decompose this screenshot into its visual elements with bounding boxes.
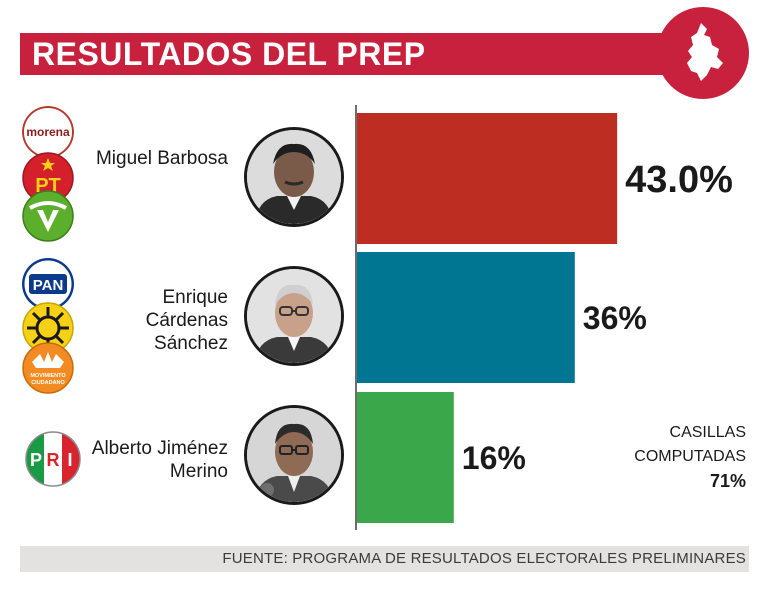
candidate-photo-barbosa bbox=[244, 127, 344, 227]
morena-logo-text: morena bbox=[26, 125, 70, 139]
movimiento-ciudadano-logo: MOVIMIENTO CIUDADANO bbox=[22, 342, 74, 394]
bar-3 bbox=[357, 392, 454, 523]
bar-value-label-3: 16% bbox=[462, 440, 526, 476]
candidate-name-cardenas: Enrique Cárdenas Sánchez bbox=[145, 287, 228, 354]
source-bar bbox=[20, 546, 749, 572]
title-bar bbox=[20, 33, 672, 75]
casillas-value: 71% bbox=[709, 471, 746, 491]
casillas-computadas: CASILLAS COMPUTADAS 71% bbox=[634, 421, 746, 493]
source-text: FUENTE: PROGRAMA DE RESULTADOS ELECTORAL… bbox=[222, 550, 746, 567]
casillas-label-2: COMPUTADAS bbox=[634, 448, 746, 465]
bar-value-label-1: 43.0% bbox=[625, 159, 733, 201]
pri-logo-text-r: R bbox=[47, 450, 60, 470]
morena-logo: morena bbox=[22, 106, 74, 158]
pri-logo: P R I bbox=[25, 431, 81, 487]
bar-value-label-2: 36% bbox=[583, 300, 647, 336]
candidate-name-barbosa: Miguel Barbosa bbox=[95, 148, 228, 169]
bar-1 bbox=[357, 113, 618, 244]
mc-logo-text-1: MOVIMIENTO bbox=[30, 373, 66, 379]
mc-logo-text-2: CIUDADANO bbox=[31, 380, 65, 386]
candidate-photo-cardenas bbox=[244, 266, 344, 366]
pan-logo-text: PAN bbox=[33, 277, 64, 294]
prd-logo bbox=[22, 302, 74, 354]
puebla-map-icon bbox=[657, 7, 749, 99]
pan-logo: PAN bbox=[22, 258, 74, 310]
page-title: RESULTADOS DEL PREP bbox=[32, 36, 426, 72]
casillas-label-1: CASILLAS bbox=[669, 424, 746, 441]
candidate-name-jimenez: Alberto Jiménez Merino bbox=[91, 438, 228, 482]
pvem-logo bbox=[22, 190, 74, 242]
pri-logo-text-i: I bbox=[67, 450, 72, 470]
axis-line bbox=[355, 105, 357, 530]
candidate-photo-jimenez bbox=[244, 405, 344, 505]
bar-2 bbox=[357, 252, 575, 383]
pri-logo-text-p: P bbox=[30, 450, 42, 470]
